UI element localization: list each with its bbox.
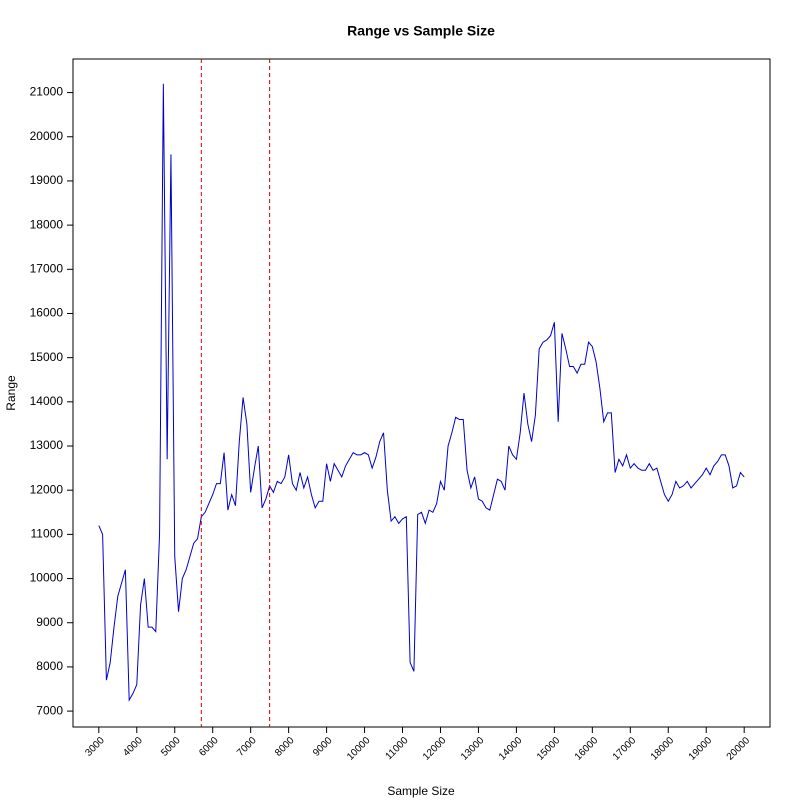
data-line (98, 83, 745, 702)
y-tick-label: 17000 (30, 261, 64, 275)
y-tick-label: 10000 (30, 571, 64, 585)
x-axis-label: Sample Size (387, 784, 455, 798)
y-tick-label: 16000 (30, 306, 64, 320)
y-tick-label: 21000 (30, 85, 64, 99)
y-tick-label: 9000 (36, 615, 63, 629)
y-tick-label: 19000 (30, 173, 64, 187)
chart-title: Range vs Sample Size (347, 23, 495, 39)
y-axis-label: Range (4, 375, 18, 411)
y-tick-label: 15000 (30, 350, 64, 364)
y-tick-label: 14000 (30, 394, 64, 408)
y-tick-label: 18000 (30, 217, 64, 231)
y-tick-label: 8000 (36, 659, 63, 673)
y-tick-label: 13000 (30, 438, 64, 452)
y-tick-label: 20000 (30, 129, 64, 143)
y-tick-label: 12000 (30, 482, 64, 496)
y-tick-label: 7000 (36, 703, 63, 717)
plot-frame (72, 58, 771, 728)
y-tick-label: 11000 (31, 527, 64, 541)
